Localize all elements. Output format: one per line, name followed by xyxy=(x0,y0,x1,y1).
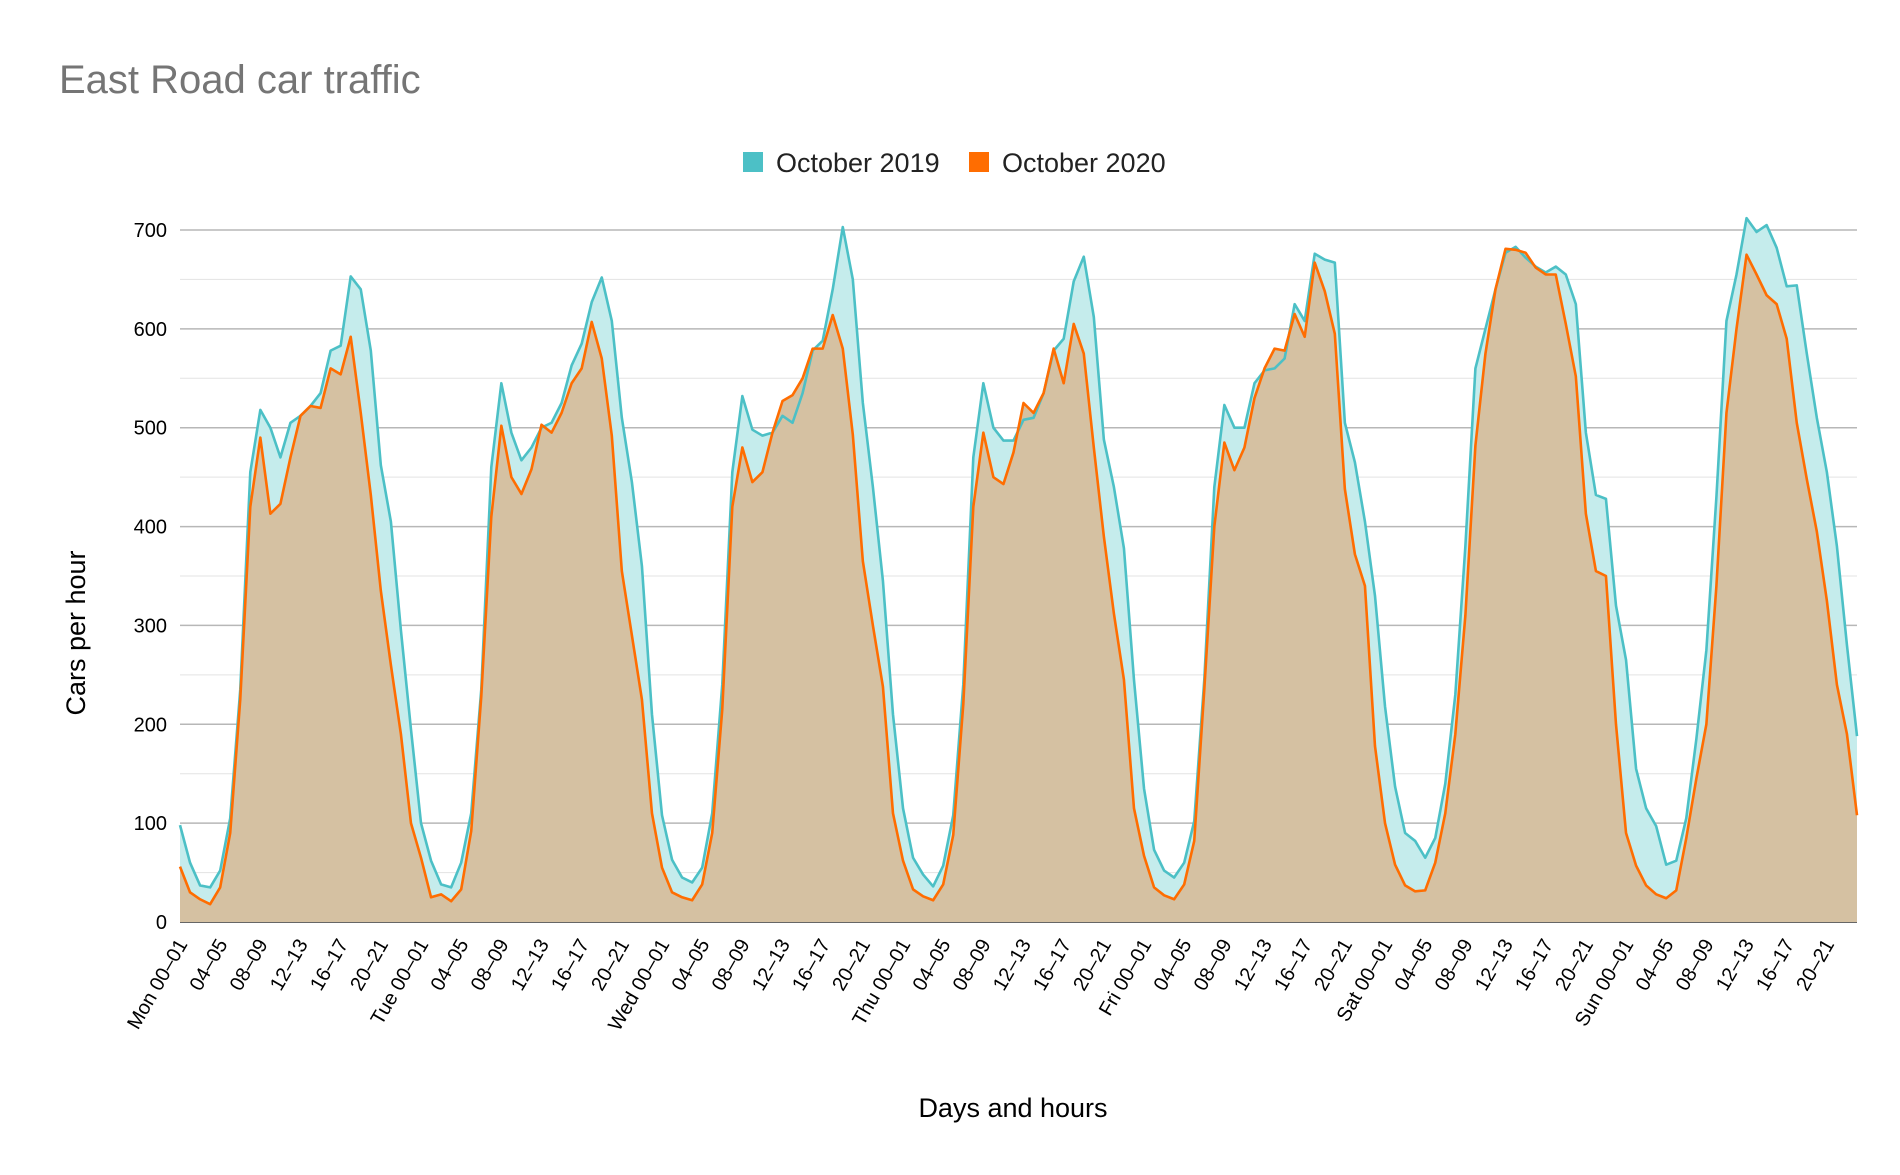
x-tick-label: 12–13 xyxy=(1471,936,1518,995)
x-tick-label: 08–09 xyxy=(1431,936,1478,995)
x-tick-label: 04–05 xyxy=(186,936,233,995)
x-tick-label: 12–13 xyxy=(507,936,554,995)
x-tick-label: 16–17 xyxy=(1270,936,1317,995)
x-tick-label: 12–13 xyxy=(266,936,313,995)
x-tick-label: 12–13 xyxy=(1230,936,1277,995)
x-tick-label: 08–09 xyxy=(1672,936,1719,995)
y-tick-label: 600 xyxy=(134,319,167,341)
legend: October 2019 October 2020 xyxy=(743,148,1166,178)
x-tick-label: 04–05 xyxy=(1391,936,1438,995)
x-tick-label: 16–17 xyxy=(547,936,594,995)
x-tick-label: 04–05 xyxy=(1150,936,1197,995)
x-tick-label: 04–05 xyxy=(909,936,956,995)
x-axis-title: Days and hours xyxy=(918,1093,1107,1123)
x-tick-label: 16–17 xyxy=(1511,936,1558,995)
x-tick-label: 12–13 xyxy=(1712,936,1759,995)
y-tick-label: 700 xyxy=(134,220,167,242)
plot-area xyxy=(178,216,1859,922)
x-tick-label: 08–09 xyxy=(467,936,514,995)
series-line-october-2020[interactable] xyxy=(178,247,1859,906)
legend-label-october-2020[interactable]: October 2020 xyxy=(1002,148,1166,178)
x-tick-label: 08–09 xyxy=(708,936,755,995)
legend-label-october-2019[interactable]: October 2019 xyxy=(776,148,940,178)
area-october-2020 xyxy=(180,248,1857,922)
y-axis-ticks: 0 100 200 300 400 500 600 700 xyxy=(134,220,167,934)
x-tick-label: 12–13 xyxy=(989,936,1036,995)
x-tick-label: 20–21 xyxy=(1792,936,1839,995)
x-tick-label: 16–17 xyxy=(1752,936,1799,995)
y-tick-label: 100 xyxy=(134,813,167,835)
y-tick-label: 200 xyxy=(134,714,167,736)
legend-swatch-october-2020 xyxy=(969,152,989,172)
y-tick-label: 300 xyxy=(134,615,167,637)
y-axis-title: Cars per hour xyxy=(61,550,91,715)
x-tick-label: 16–17 xyxy=(1029,936,1076,995)
x-tick-label: 16–17 xyxy=(306,936,353,995)
x-tick-label: 16–17 xyxy=(788,936,835,995)
x-tick-label: 08–09 xyxy=(1190,936,1237,995)
x-tick-label: 04–05 xyxy=(427,936,474,995)
y-tick-label: 400 xyxy=(134,517,167,539)
x-tick-label: 12–13 xyxy=(748,936,795,995)
x-tick-label: 08–09 xyxy=(226,936,273,995)
x-tick-label: 08–09 xyxy=(949,936,996,995)
x-tick-label: Mon 00–01 xyxy=(123,936,192,1034)
y-tick-label: 0 xyxy=(156,912,167,934)
x-tick-label: 04–05 xyxy=(1632,936,1679,995)
chart-title: East Road car traffic xyxy=(59,58,421,102)
x-tick-label: 04–05 xyxy=(668,936,715,995)
legend-swatch-october-2019 xyxy=(743,152,763,172)
y-tick-label: 500 xyxy=(134,418,167,440)
